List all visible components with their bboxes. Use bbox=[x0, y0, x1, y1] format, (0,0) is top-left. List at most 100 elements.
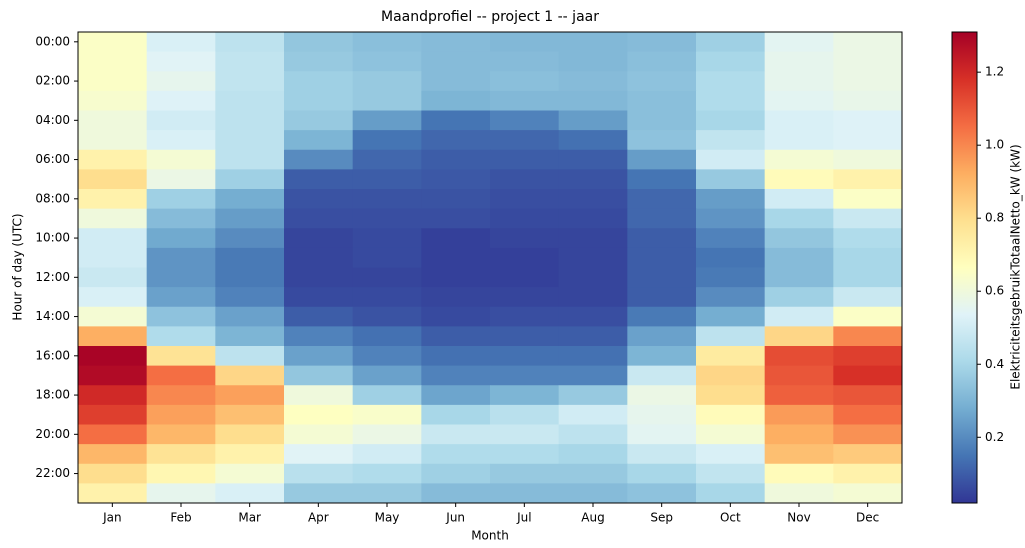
y-tick-label: 18:00 bbox=[35, 388, 70, 402]
heatmap-cell bbox=[627, 287, 697, 308]
heatmap-cell bbox=[215, 326, 285, 347]
heatmap-cell bbox=[627, 90, 697, 111]
heatmap-cell bbox=[352, 287, 422, 308]
x-tick-label: Sep bbox=[650, 511, 673, 525]
heatmap-cell bbox=[421, 32, 491, 53]
heatmap-cell bbox=[490, 483, 560, 504]
heatmap-cell bbox=[627, 169, 697, 190]
heatmap-cell bbox=[627, 71, 697, 92]
heatmap-cell bbox=[833, 287, 903, 308]
heatmap-cell bbox=[146, 228, 216, 249]
heatmap-cell bbox=[764, 385, 834, 406]
heatmap-cell bbox=[696, 404, 766, 425]
heatmap-cell bbox=[78, 189, 148, 210]
heatmap-cell bbox=[627, 267, 697, 288]
heatmap-cell bbox=[696, 32, 766, 53]
heatmap-cell bbox=[764, 208, 834, 229]
heatmap-cell bbox=[833, 463, 903, 484]
heatmap-cell bbox=[284, 110, 354, 131]
heatmap-cell bbox=[78, 208, 148, 229]
heatmap-cell bbox=[833, 424, 903, 445]
heatmap-cell bbox=[627, 32, 697, 53]
heatmap-cell bbox=[146, 404, 216, 425]
heatmap-cell bbox=[215, 385, 285, 406]
heatmap-cell bbox=[78, 306, 148, 327]
heatmap-cell bbox=[215, 51, 285, 72]
heatmap-cell bbox=[352, 267, 422, 288]
heatmap-cell bbox=[421, 306, 491, 327]
heatmap-cell bbox=[146, 90, 216, 111]
heatmap-cell bbox=[146, 424, 216, 445]
x-tick-label: Feb bbox=[170, 511, 191, 525]
heatmap-cell bbox=[764, 247, 834, 268]
heatmap-cell bbox=[352, 444, 422, 465]
heatmap-cell bbox=[490, 424, 560, 445]
heatmap-cell bbox=[833, 483, 903, 504]
heatmap-cell bbox=[352, 365, 422, 386]
heatmap-cell bbox=[627, 228, 697, 249]
heatmap-cell bbox=[696, 385, 766, 406]
heatmap-cell bbox=[215, 424, 285, 445]
heatmap-cell bbox=[627, 483, 697, 504]
heatmap-cell bbox=[490, 326, 560, 347]
heatmap-cell bbox=[833, 51, 903, 72]
heatmap-cell bbox=[490, 306, 560, 327]
heatmap-cell bbox=[146, 51, 216, 72]
heatmap-cell bbox=[78, 71, 148, 92]
heatmap-cell bbox=[146, 385, 216, 406]
heatmap-cell bbox=[284, 32, 354, 53]
heatmap-cell bbox=[490, 404, 560, 425]
y-tick-label: 22:00 bbox=[35, 466, 70, 480]
heatmap-cell bbox=[764, 149, 834, 170]
heatmap-cell bbox=[490, 32, 560, 53]
heatmap-cell bbox=[558, 228, 628, 249]
heatmap-cell bbox=[284, 71, 354, 92]
heatmap-cell bbox=[284, 228, 354, 249]
heatmap-cell bbox=[284, 208, 354, 229]
heatmap-cell bbox=[558, 385, 628, 406]
heatmap-cell bbox=[627, 365, 697, 386]
heatmap-cell bbox=[764, 346, 834, 367]
heatmap-cell bbox=[352, 463, 422, 484]
x-tick-label: May bbox=[375, 511, 400, 525]
heatmap-cell bbox=[78, 130, 148, 151]
heatmap-cell bbox=[146, 463, 216, 484]
heatmap-cell bbox=[215, 149, 285, 170]
y-tick-label: 20:00 bbox=[35, 427, 70, 441]
heatmap-cell bbox=[421, 326, 491, 347]
heatmap-cell bbox=[558, 189, 628, 210]
colorbar bbox=[951, 31, 978, 504]
heatmap-cell bbox=[627, 247, 697, 268]
heatmap-cell bbox=[833, 326, 903, 347]
heatmap-cell bbox=[421, 149, 491, 170]
heatmap-cell bbox=[764, 404, 834, 425]
heatmap-cell bbox=[284, 385, 354, 406]
heatmap-cell bbox=[833, 365, 903, 386]
heatmap-cell bbox=[833, 169, 903, 190]
heatmap-cell bbox=[421, 110, 491, 131]
heatmap-cell bbox=[558, 71, 628, 92]
heatmap-cell bbox=[558, 51, 628, 72]
heatmap-cell bbox=[215, 287, 285, 308]
heatmap-cell bbox=[146, 444, 216, 465]
heatmap-cell bbox=[627, 306, 697, 327]
heatmap-cell bbox=[78, 404, 148, 425]
heatmap-cell bbox=[352, 71, 422, 92]
heatmap-cell bbox=[146, 365, 216, 386]
heatmap-cell bbox=[146, 169, 216, 190]
x-tick-label: Apr bbox=[308, 511, 329, 525]
heatmap-cell bbox=[78, 444, 148, 465]
heatmap-cell bbox=[146, 346, 216, 367]
heatmap-cell bbox=[696, 326, 766, 347]
heatmap-cell bbox=[352, 385, 422, 406]
heatmap-cell bbox=[490, 365, 560, 386]
heatmap-cell bbox=[558, 208, 628, 229]
heatmap-cell bbox=[833, 444, 903, 465]
heatmap-cell bbox=[284, 247, 354, 268]
heatmap-cell bbox=[421, 365, 491, 386]
heatmap-cell bbox=[490, 228, 560, 249]
heatmap-cell bbox=[352, 326, 422, 347]
heatmap-cell bbox=[284, 130, 354, 151]
heatmap-cell bbox=[284, 463, 354, 484]
